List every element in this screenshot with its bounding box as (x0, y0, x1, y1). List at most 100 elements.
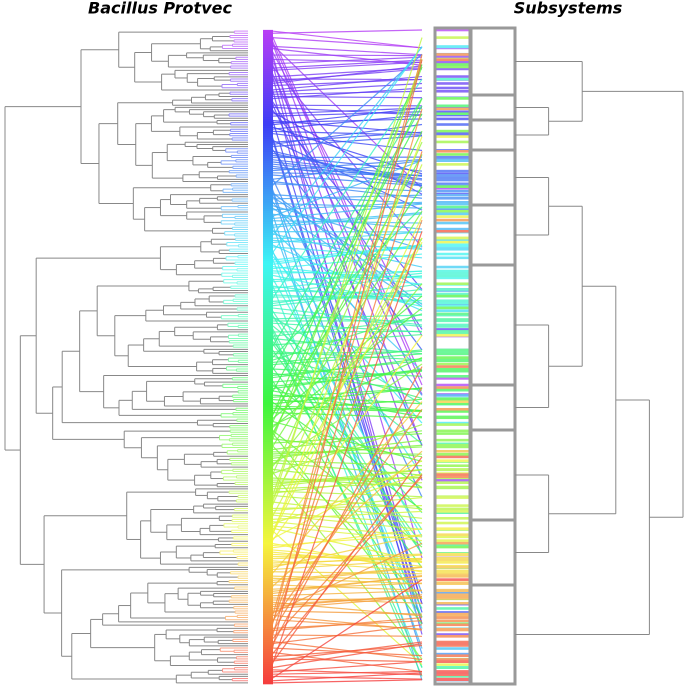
left-strip-cell (263, 574, 273, 578)
right-strip-cell (436, 325, 470, 328)
left-strip-cell (263, 274, 273, 277)
right-strip-cell (436, 442, 470, 446)
left-strip-cell (263, 32, 273, 35)
left-strip-cell (263, 448, 273, 452)
tangle-line (271, 231, 423, 666)
left-strip-cell (263, 267, 273, 271)
left-strip-cell (263, 322, 273, 325)
left-strip-cell (263, 291, 273, 295)
right-strip-cell (436, 535, 470, 539)
right-strip-cell (436, 627, 470, 631)
left-strip-cell (263, 496, 273, 500)
left-strip-cell (263, 110, 273, 114)
tangle-line (271, 107, 423, 126)
left-strip-cell (263, 642, 273, 646)
tangle-line (271, 497, 423, 512)
tangle-line (271, 46, 423, 237)
left-strip-cell (263, 173, 273, 177)
tangle-line (271, 651, 423, 673)
tangle-line (271, 575, 423, 595)
right-strip-cell (436, 77, 470, 81)
left-strip-cell (263, 372, 273, 375)
tangle-line (271, 542, 423, 614)
tangle-line (271, 401, 423, 575)
left-strip-cell (263, 130, 273, 133)
left-strip-cell (263, 195, 273, 199)
tangle-line (271, 596, 423, 610)
left-strip-cell (263, 42, 273, 46)
left-strip-cell (263, 561, 273, 565)
left-strip-cell (263, 219, 273, 223)
right-strip-cell (436, 432, 470, 435)
left-strip-cell (263, 520, 273, 523)
group-box (469, 93, 517, 122)
right-strip-cell (436, 212, 470, 216)
right-strip-cell (436, 496, 470, 499)
tangle-line (271, 82, 423, 93)
left-strip-cell (263, 457, 273, 460)
left-strip-cell (263, 446, 273, 449)
left-strip-cell (263, 319, 273, 323)
left-strip-cell (263, 330, 273, 334)
left-strip-cell (263, 308, 273, 312)
left-strip-cell (263, 284, 273, 288)
left-strip-cell (263, 29, 273, 33)
right-strip-cell (436, 202, 470, 206)
right-strip-cell (436, 227, 470, 231)
right-strip-cell (436, 416, 470, 420)
right-strip-cell (436, 82, 470, 85)
left-strip-cell (263, 535, 273, 539)
left-strip-cell (263, 518, 273, 521)
right-strip-cell (436, 611, 470, 614)
right-strip-cell (436, 507, 470, 511)
left-strip-cell (263, 579, 273, 582)
left-strip-cell (263, 280, 273, 284)
tangle-line (271, 107, 423, 115)
left-strip-cell (263, 99, 273, 103)
left-strip-cell (263, 439, 273, 443)
left-strip-cell (263, 644, 273, 648)
tangle-line (271, 482, 423, 490)
left-strip-cell (263, 507, 273, 510)
right-strip-cell (436, 209, 470, 213)
left-strip-cell (263, 529, 273, 532)
left-strip-cell (263, 559, 273, 563)
right-strip-cell (436, 45, 470, 48)
tangle-line (271, 408, 423, 623)
tangle-line (271, 566, 423, 584)
left-strip-cell (263, 500, 273, 504)
left-strip-cell (263, 359, 273, 362)
right-strip-cell (436, 89, 470, 93)
left-strip-cell (263, 145, 273, 149)
right-strip-cell (436, 189, 470, 193)
right-strip-cell (436, 238, 470, 242)
right-strip-cell (436, 247, 470, 251)
right-strip-cell (436, 185, 470, 188)
right-strip-cell (436, 539, 470, 542)
right-strip-cell (436, 271, 470, 275)
left-strip-cell (263, 611, 273, 615)
tangle-line (271, 37, 423, 49)
right-strip-cell (436, 362, 470, 366)
right-strip-cell (436, 660, 470, 663)
right-strip-cell (436, 614, 470, 618)
left-strip-cell (263, 675, 273, 678)
right-strip-cell (436, 36, 470, 39)
left-strip-cell (263, 557, 273, 561)
right-strip-cell (436, 485, 470, 489)
left-strip-cell (263, 108, 273, 111)
left-strip-cell (263, 335, 273, 338)
tangle-line (271, 97, 423, 348)
left-strip-cell (263, 97, 273, 101)
left-strip-cell (263, 226, 273, 229)
left-strip-cell (263, 167, 273, 170)
tangle-line (271, 468, 423, 486)
right-strip-cell (436, 55, 470, 59)
tangle-line (271, 450, 423, 588)
tangle-line (271, 314, 423, 555)
right-strip-cell (436, 569, 470, 573)
left-strip-cell (263, 426, 273, 430)
left-strip-cell (263, 121, 273, 125)
left-strip-cell (263, 378, 273, 382)
right-strip-cell (436, 429, 470, 433)
